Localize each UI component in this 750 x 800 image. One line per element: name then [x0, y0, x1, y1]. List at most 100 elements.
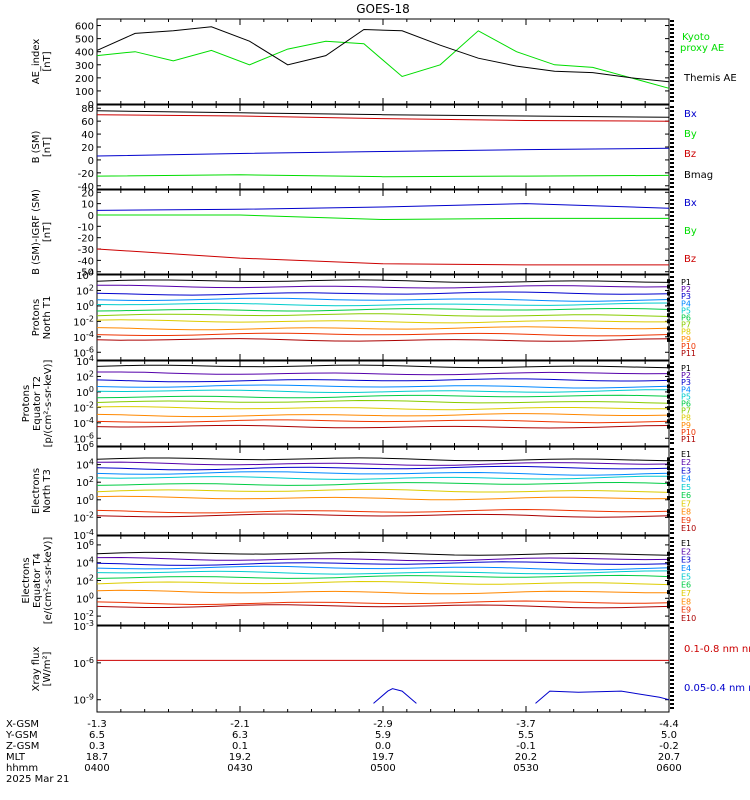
channel-end-marker — [667, 419, 670, 424]
y-axis-label: B (SM)-IGRF (SM) — [31, 189, 42, 275]
channel-end-marker — [667, 371, 670, 376]
y-axis-label: [nT] — [42, 137, 53, 157]
series-line-bx — [96, 147, 670, 157]
channel-end-marker — [667, 424, 670, 429]
legend-p7: P7 — [681, 321, 691, 330]
y-tick-label: 20 — [81, 188, 94, 199]
y-axis-label: Electrons — [31, 468, 42, 514]
channel-end-marker — [667, 394, 670, 399]
channel-end-marker — [667, 471, 670, 476]
legend-e6: E6 — [681, 581, 691, 590]
y-tick-label: -40 — [78, 182, 94, 193]
channel-end-marker — [667, 302, 670, 307]
panel-ae — [96, 18, 674, 105]
y-tick-label: 100 — [76, 385, 94, 399]
series-line-by — [97, 214, 669, 221]
channel-end-marker — [667, 604, 670, 609]
legend-p11: P11 — [681, 435, 696, 444]
y-axis-label: Electrons — [21, 557, 32, 603]
channel-line-e4 — [96, 565, 670, 571]
channel-end-marker — [667, 551, 670, 556]
series-line-themis-ae — [96, 26, 670, 83]
legend-p3: P3 — [681, 292, 691, 301]
axis-row-value: -3.7 — [516, 719, 536, 730]
legend-p9: P9 — [681, 421, 691, 430]
channel-line-e8 — [96, 589, 669, 595]
axis-row-value: 5.0 — [661, 730, 677, 741]
axis-row-label-x-gsm: X-GSM — [6, 719, 39, 730]
legend-e8: E8 — [681, 508, 691, 517]
y-tick-label: 104 — [76, 458, 94, 472]
y-tick-label: 500 — [75, 35, 94, 46]
y-tick-label: 10 — [81, 200, 94, 211]
series-line-bz — [96, 114, 670, 122]
y-tick-label: 10-2 — [73, 314, 94, 328]
y-tick-label: 100 — [76, 493, 94, 507]
y-axis-label: [p/(cm²-s-sr-keV)] — [43, 360, 54, 448]
channel-end-marker — [667, 570, 670, 575]
channel-end-marker — [667, 364, 670, 369]
legend-e4: E4 — [681, 564, 691, 573]
channel-end-marker — [667, 326, 670, 331]
channel-line-p4 — [96, 297, 670, 302]
channel-line-e1 — [96, 551, 670, 556]
y-tick-label: 400 — [75, 48, 94, 59]
legend-e1: E1 — [681, 450, 691, 459]
channel-end-marker — [667, 319, 670, 324]
axis-row-value: -0.2 — [659, 741, 679, 752]
axis-row-value: 6.3 — [232, 730, 248, 741]
channel-line-e10 — [96, 513, 670, 518]
channel-line-p11 — [96, 338, 670, 342]
y-tick-label: 80 — [81, 104, 94, 115]
y-tick-label: 40 — [81, 130, 94, 141]
axis-row-label-z-gsm: Z-GSM — [6, 741, 39, 752]
axis-row-value: -4.4 — [659, 719, 679, 730]
channel-end-marker — [667, 389, 670, 394]
y-tick-label: 10-9 — [73, 693, 94, 707]
axis-row-value: -1.3 — [87, 719, 107, 730]
y-axis-label: Protons — [21, 385, 32, 422]
series-line-0.05-0.4-nm — [373, 688, 417, 704]
channel-line-e3 — [96, 561, 670, 566]
channel-end-marker — [667, 574, 670, 579]
y-tick-label: 104 — [76, 354, 94, 368]
plot-title: GOES-18 — [356, 2, 410, 16]
channel-line-e4 — [96, 471, 670, 476]
channel-end-marker — [667, 291, 670, 296]
channel-end-marker — [667, 399, 670, 404]
series-line-kyoto-proxy-ae — [96, 30, 670, 89]
legend-p2: P2 — [681, 371, 691, 380]
channel-end-marker — [667, 466, 670, 471]
channel-end-marker — [667, 489, 670, 493]
y-tick-label: 104 — [76, 556, 94, 570]
channel-end-marker — [667, 284, 670, 289]
channel-line-p1 — [96, 364, 670, 369]
channel-line-p10 — [96, 332, 670, 337]
y-tick-label: 10-6 — [73, 431, 94, 445]
legend-e1: E1 — [681, 539, 691, 548]
axis-row-label-hhmm: hhmm — [6, 763, 38, 774]
y-tick-label: 10-4 — [73, 416, 94, 430]
channel-line-p4 — [96, 384, 670, 389]
legend-p6: P6 — [681, 314, 691, 323]
legend-e2: E2 — [681, 547, 691, 556]
axis-row-value: 0600 — [656, 763, 681, 774]
axis-row-value: 0430 — [227, 763, 252, 774]
legend-e5: E5 — [681, 572, 691, 581]
panel-frame — [96, 625, 670, 713]
panel-protons_t1 — [96, 274, 674, 361]
y-tick-label: 10-2 — [73, 609, 94, 623]
channel-end-marker — [667, 513, 670, 518]
panel-frame — [96, 535, 670, 626]
channel-line-p5 — [96, 302, 670, 307]
legend-p8: P8 — [681, 414, 691, 423]
legend-themis-ae: Themis AE — [683, 73, 737, 84]
channel-line-p1 — [96, 279, 670, 283]
channel-line-e6 — [96, 481, 670, 486]
y-axis-label: [nT] — [42, 222, 53, 242]
channel-line-p9 — [96, 413, 670, 418]
legend-p7: P7 — [681, 407, 691, 416]
channel-end-marker — [667, 413, 670, 418]
axis-row-value: 0.3 — [89, 741, 105, 752]
y-axis-label: Equator T2 — [32, 376, 43, 431]
